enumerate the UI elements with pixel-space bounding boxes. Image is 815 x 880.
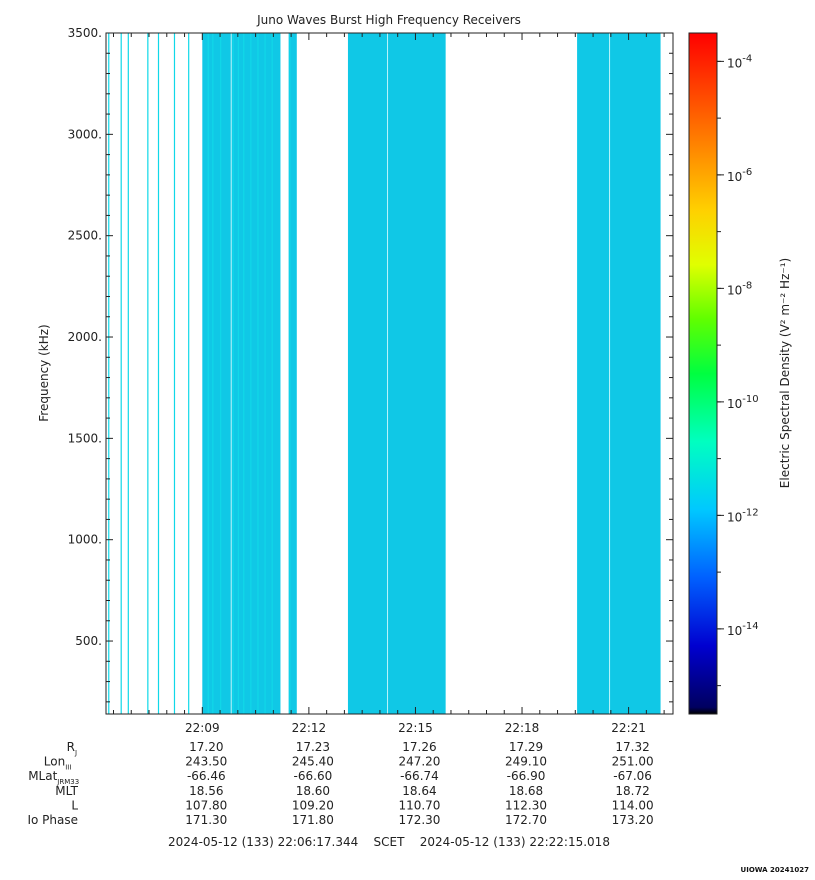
y-tick-label: 2000. xyxy=(68,330,102,344)
sparse-line-2 xyxy=(127,33,129,714)
ephemeris-table: RJ 17.20 17.23 17.26 17.29 17.32 LonIII 243.50 2… xyxy=(27,740,653,827)
sparse-line-16 xyxy=(271,33,273,714)
ephem-value: -66.74 xyxy=(400,769,439,783)
ephem-value: 171.80 xyxy=(292,813,334,827)
chart-title: Juno Waves Burst High Frequency Receiver… xyxy=(256,13,521,27)
ephem-row-label: RJ xyxy=(67,740,77,757)
data-block-2 xyxy=(347,33,446,714)
x-tick-label: 22:09 xyxy=(185,721,220,735)
y-tick-label: 500. xyxy=(75,634,102,648)
data-block-3 xyxy=(577,33,661,714)
ephem-value: -66.60 xyxy=(294,769,333,783)
ephem-value: 18.56 xyxy=(189,784,223,798)
ephem-value: 18.68 xyxy=(509,784,543,798)
y-tick-label: 3000. xyxy=(68,127,102,141)
sparse-line-9 xyxy=(220,33,222,714)
ephem-value: 18.64 xyxy=(402,784,436,798)
x-tick-label: 22:15 xyxy=(398,721,433,735)
y-tick-label: 1000. xyxy=(68,533,102,547)
colorbar-label: Electric Spectral Density (V² m⁻² Hz⁻¹) xyxy=(778,258,792,488)
ephem-value: 114.00 xyxy=(612,798,654,812)
y-tick-label: 2500. xyxy=(68,229,102,243)
ephem-row-label: L xyxy=(71,798,78,812)
ephem-value: 112.30 xyxy=(505,798,547,812)
ephem-value: 107.80 xyxy=(185,798,227,812)
ephem-value: 251.00 xyxy=(612,755,654,769)
sparse-line-17 xyxy=(289,33,291,714)
colorbar-tick-label: 10-8 xyxy=(727,280,752,297)
ephem-value: 17.23 xyxy=(296,740,330,754)
y-axis: 500. 1000. 1500. 2000. 2500. 3000. 3500. xyxy=(68,26,673,703)
gap-line-1 xyxy=(387,33,389,714)
ephem-value: 18.72 xyxy=(615,784,649,798)
gap-line-0 xyxy=(230,33,232,714)
ephem-value: 172.70 xyxy=(505,813,547,827)
footer-stamp: UIOWA 20241027 xyxy=(741,866,810,874)
sparse-line-14 xyxy=(257,33,259,714)
sparse-line-8 xyxy=(212,33,214,714)
colorbar-ticks: 10-4 10-6 10-8 10-10 10-12 10-14 xyxy=(717,53,759,687)
ephem-value: -66.46 xyxy=(187,769,226,783)
sparse-line-12 xyxy=(243,33,245,714)
spectrogram-plot-area xyxy=(108,33,661,714)
x-tick-label: 22:21 xyxy=(611,721,646,735)
sparse-line-6 xyxy=(188,33,190,714)
colorbar-tick-label: 10-14 xyxy=(727,621,759,638)
sparse-line-11 xyxy=(237,33,240,714)
sparse-line-5 xyxy=(173,33,176,714)
ephem-value: 173.20 xyxy=(612,813,654,827)
sparse-line-1 xyxy=(120,33,122,714)
y-axis-label: Frequency (kHz) xyxy=(37,324,51,421)
sparse-line-4 xyxy=(157,33,160,714)
x-axis: 22:09 22:12 22:15 22:18 22:21 xyxy=(112,33,665,735)
ephem-value: 17.20 xyxy=(189,740,223,754)
sparse-line-0 xyxy=(108,33,110,714)
ephem-row-label: Io Phase xyxy=(27,813,78,827)
ephem-value: 247.20 xyxy=(398,755,440,769)
ephem-value: 171.30 xyxy=(185,813,227,827)
ephem-value: 245.40 xyxy=(292,755,334,769)
ephem-value: -67.06 xyxy=(613,769,652,783)
y-tick-label: 3500. xyxy=(68,26,102,40)
ephem-value: 18.60 xyxy=(296,784,330,798)
ephem-value: -66.90 xyxy=(507,769,546,783)
plot-frame xyxy=(105,32,674,715)
ephem-value: 17.26 xyxy=(402,740,436,754)
colorbar xyxy=(688,32,718,715)
y-tick-label: 1500. xyxy=(68,431,102,445)
sparse-line-13 xyxy=(250,33,252,714)
time-range-label: 2024-05-12 (133) 22:06:17.344 SCET 2024-… xyxy=(168,835,610,849)
data-block-0 xyxy=(202,33,281,714)
ephem-row-label: LonIII xyxy=(44,755,72,772)
ephem-value: 249.10 xyxy=(505,755,547,769)
gap-line-2 xyxy=(609,33,611,714)
sparse-line-10 xyxy=(232,33,234,714)
x-tick-label: 22:18 xyxy=(505,721,540,735)
sparse-line-3 xyxy=(147,33,149,714)
sparse-line-15 xyxy=(264,33,266,714)
ephem-value: 109.20 xyxy=(292,798,334,812)
colorbar-tick-label: 10-10 xyxy=(727,394,759,411)
colorbar-tick-label: 10-6 xyxy=(727,167,752,184)
ephem-value: 17.32 xyxy=(615,740,649,754)
ephem-value: 110.70 xyxy=(398,798,440,812)
ephem-row-label: MLT xyxy=(55,784,78,798)
data-block-1 xyxy=(288,33,297,714)
ephem-value: 17.29 xyxy=(509,740,543,754)
colorbar-tick-label: 10-12 xyxy=(727,507,759,524)
sparse-line-7 xyxy=(207,33,209,714)
x-tick-label: 22:12 xyxy=(292,721,327,735)
ephem-value: 172.30 xyxy=(398,813,440,827)
colorbar-tick-label: 10-4 xyxy=(727,53,752,70)
ephem-value: 243.50 xyxy=(185,755,227,769)
